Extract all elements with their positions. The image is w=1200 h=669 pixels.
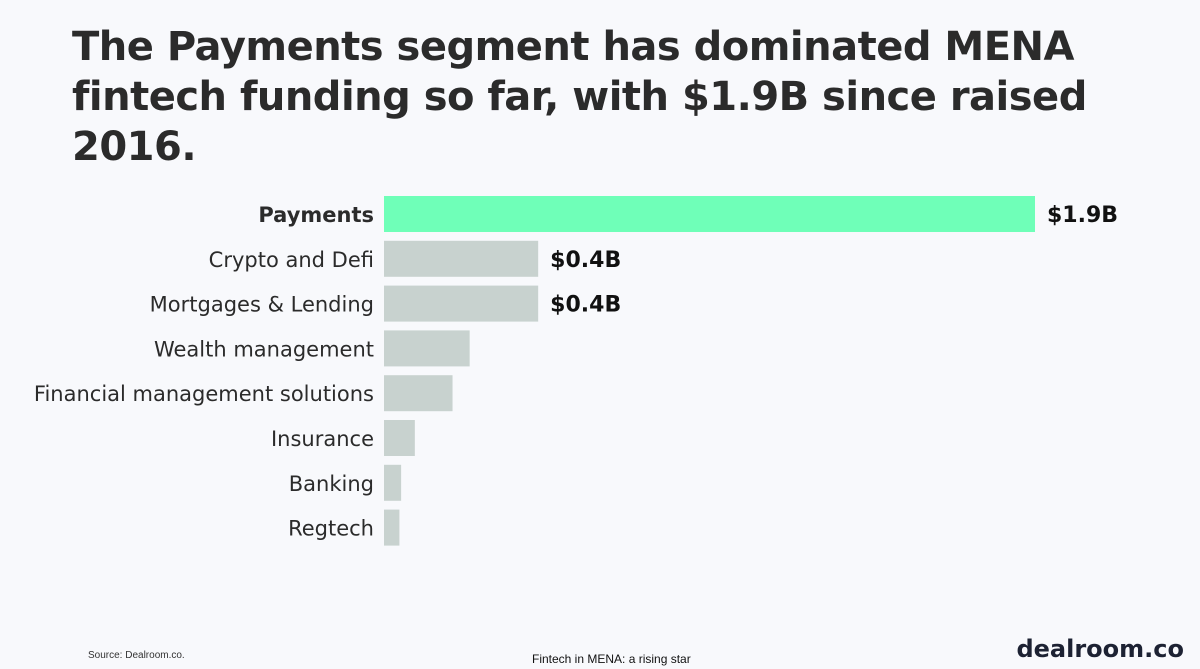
dealroom-logo: dealroom.co bbox=[1016, 635, 1184, 663]
chart-title: The Payments segment has dominated MENA … bbox=[72, 24, 1087, 170]
source-note: Source: Dealroom.co. bbox=[88, 650, 185, 661]
bar-7 bbox=[384, 509, 400, 546]
value-label-0: $1.9B bbox=[1047, 203, 1118, 228]
bar-0 bbox=[384, 196, 1035, 232]
category-label-1: Crypto and Defi bbox=[209, 248, 374, 272]
bar-2 bbox=[384, 285, 539, 322]
bar-3 bbox=[384, 330, 470, 367]
bar-4 bbox=[384, 375, 453, 412]
bar-6 bbox=[384, 464, 402, 501]
category-label-3: Wealth management bbox=[154, 337, 374, 361]
bar-5 bbox=[384, 420, 415, 456]
value-label-1: $0.4B bbox=[550, 248, 621, 273]
value-label-2: $0.4B bbox=[550, 293, 621, 318]
category-label-7: Regtech bbox=[288, 517, 374, 541]
category-label-0: Payments bbox=[258, 203, 374, 227]
bar-1 bbox=[384, 240, 539, 277]
category-label-5: Insurance bbox=[271, 427, 374, 451]
category-label-2: Mortgages & Lending bbox=[150, 293, 374, 317]
category-label-4: Financial management solutions bbox=[34, 382, 374, 406]
footer-report-title: Fintech in MENA: a rising star bbox=[532, 652, 691, 666]
category-label-6: Banking bbox=[289, 472, 374, 496]
